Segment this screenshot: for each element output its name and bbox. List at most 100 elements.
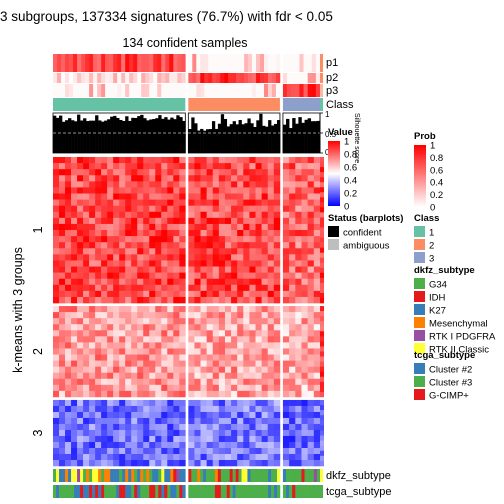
heatmap-cell	[77, 405, 84, 413]
heatmap-cell	[119, 211, 126, 219]
heatmap-cell	[167, 336, 174, 343]
heatmap-cell	[155, 236, 162, 243]
heatmap-cell	[89, 306, 96, 313]
heatmap-cell	[267, 390, 275, 398]
heatmap-cell	[149, 290, 156, 298]
heatmap-cell	[59, 378, 66, 386]
heatmap-cell	[218, 348, 226, 355]
heatmap-cell	[301, 360, 308, 367]
heatmap-cell	[267, 372, 275, 380]
dkfz-subtype-cell	[298, 469, 302, 482]
heatmap-cell	[313, 223, 321, 231]
heatmap-cell	[273, 175, 281, 182]
heatmap-cell	[301, 254, 308, 261]
prob-cell	[295, 73, 300, 83]
heatmap-cell	[295, 187, 302, 194]
heatmap-cell	[255, 242, 262, 249]
heatmap-cell	[237, 330, 244, 337]
heatmap-cell	[224, 336, 232, 343]
heatmap-cell	[53, 223, 60, 231]
heatmap-cell	[137, 324, 144, 331]
heatmap-cell	[249, 447, 256, 455]
prob-legend-title: Prob	[414, 131, 436, 142]
tcga-subtype-cell	[247, 485, 251, 498]
heatmap-cell	[137, 447, 144, 455]
heatmap-cell	[295, 405, 302, 413]
heatmap-cell	[194, 330, 201, 337]
heatmap-cell	[65, 236, 72, 243]
heatmap-cell	[206, 211, 214, 219]
heatmap-cell	[89, 441, 96, 449]
heatmap-cell	[313, 318, 321, 325]
heatmap-cell	[143, 205, 150, 213]
status-legend-title: Status (barplots)	[328, 213, 403, 224]
heatmap-cell	[212, 342, 220, 349]
tcga-subtype-cell	[140, 485, 144, 498]
heatmap-cell	[77, 217, 84, 225]
heatmap-cell	[231, 223, 238, 231]
heatmap-cell	[59, 411, 66, 419]
heatmap-cell	[255, 435, 262, 443]
heatmap-cell	[200, 296, 207, 304]
heatmap-cell	[273, 348, 281, 355]
heatmap-cell	[113, 459, 120, 467]
heatmap-cell	[113, 157, 120, 164]
dkfz-subtype-cell	[206, 469, 210, 482]
heatmap-cell	[173, 278, 180, 286]
heatmap-cell	[143, 266, 150, 273]
heatmap-cell	[200, 447, 207, 455]
prob-cell	[57, 73, 62, 83]
heatmap-cell	[289, 435, 296, 443]
heatmap-cell	[301, 417, 308, 425]
heatmap-cell	[53, 211, 60, 219]
silhouette-bar	[83, 118, 87, 153]
prob-cell	[228, 84, 233, 97]
heatmap-cell	[89, 278, 96, 286]
heatmap-cell	[107, 336, 114, 343]
silhouette-bar	[244, 123, 248, 153]
heatmap-cell	[200, 417, 207, 425]
heatmap-cell	[188, 175, 195, 182]
heatmap-cell	[59, 163, 66, 170]
heatmap-cell	[113, 163, 120, 170]
heatmap-cell	[101, 284, 108, 292]
silhouette-bar	[316, 120, 321, 153]
heatmap-cell	[95, 318, 102, 325]
heatmap-cell	[237, 157, 244, 164]
side-bar-cell	[320, 162, 324, 168]
tcga-subtype-cell	[125, 485, 129, 498]
heatmap-cell	[119, 175, 126, 182]
heatmap-cell	[131, 441, 138, 449]
heatmap-cell	[167, 453, 174, 461]
side-bar-cell	[320, 366, 324, 372]
dkfz-subtype-cell	[179, 469, 183, 482]
heatmap-cell	[243, 157, 250, 164]
heatmap-cell	[200, 236, 207, 243]
side-bar-cell	[320, 267, 324, 274]
heatmap-cell	[161, 330, 168, 337]
heatmap-cell	[179, 163, 186, 170]
heatmap-cell	[231, 205, 238, 213]
heatmap-cell	[131, 284, 138, 292]
heatmap-cell	[113, 417, 120, 425]
heatmap-cell	[161, 354, 168, 361]
heatmap-cell	[188, 248, 195, 255]
heatmap-cell	[155, 441, 162, 449]
dkfz-legend-swatch	[414, 278, 425, 289]
heatmap-cell	[243, 423, 250, 431]
heatmap-cell	[313, 399, 321, 407]
heatmap-cell	[194, 236, 201, 243]
heatmap-cell	[218, 199, 226, 206]
heatmap-cell	[237, 181, 244, 188]
heatmap-cell	[125, 272, 132, 280]
prob-legend-tick-label: 0.4	[430, 178, 443, 189]
prob-cell	[188, 84, 193, 97]
heatmap-cell	[282, 266, 290, 273]
heatmap-cell	[301, 399, 308, 407]
tcga-subtype-cell	[250, 485, 254, 498]
heatmap-cell	[289, 318, 296, 325]
heatmap-cell	[161, 378, 168, 386]
heatmap-cell	[119, 342, 126, 349]
heatmap-cell	[179, 199, 186, 206]
tcga-subtype-cell	[209, 485, 213, 498]
